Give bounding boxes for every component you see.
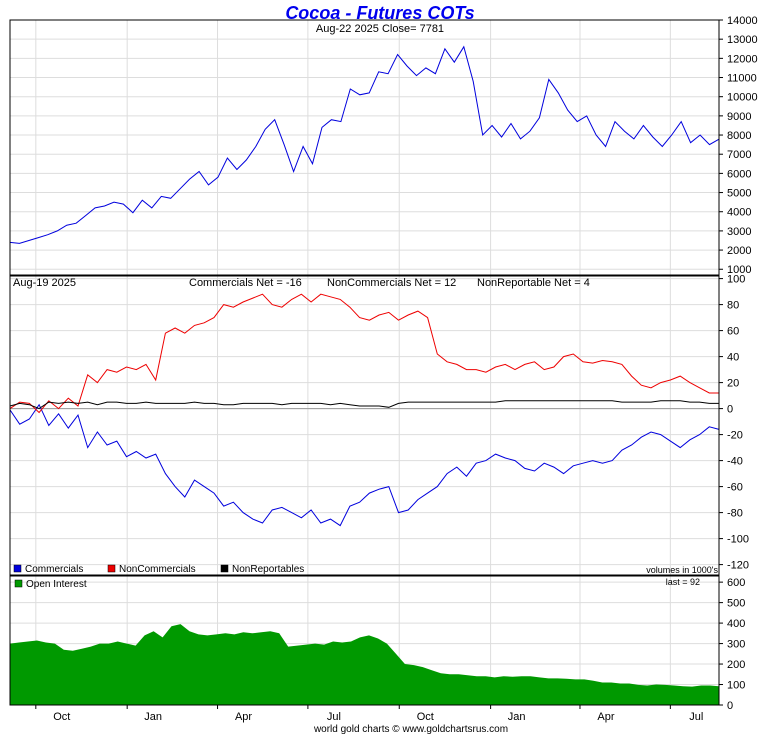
net-y-tick-label: 20 [727, 378, 739, 390]
noncommercials-line [9, 293, 719, 414]
price-panel-frame [9, 19, 720, 276]
net-y-tick-label: 100 [727, 274, 745, 286]
price-line [9, 45, 720, 244]
marks-layer [9, 45, 720, 705]
oi-y-tick-label: 600 [727, 577, 745, 589]
oi-panel-frame [9, 575, 720, 706]
price-y-tick-label: 11000 [727, 73, 757, 85]
x-tick-label: Jan [144, 711, 162, 723]
price-y-tick-label: 3000 [727, 226, 751, 238]
frames-layer [9, 19, 723, 709]
net-y-tick-label: 80 [727, 300, 739, 312]
labels-layer: 1000200030004000500060007000800090001000… [13, 15, 758, 735]
legend-commercials-label: Commercials [25, 564, 83, 575]
legend-noncommercials-label: NonCommercials [119, 564, 196, 575]
x-tick-label: Apr [235, 711, 252, 723]
legend-commercials-swatch [13, 564, 22, 573]
oi-y-tick-label: 200 [727, 659, 745, 671]
footer-credit: world gold charts © www.goldchartsrus.co… [313, 724, 508, 735]
oi-y-tick-label: 500 [727, 598, 745, 610]
net-y-tick-label: 60 [727, 326, 739, 338]
x-tick-label: Oct [53, 711, 70, 723]
net-y-tick-label: -20 [727, 430, 743, 442]
price-y-tick-label: 7000 [727, 149, 751, 161]
price-y-tick-label: 5000 [727, 188, 751, 200]
legend-noncommercials-swatch [107, 564, 116, 573]
net-y-tick-label: -60 [727, 482, 743, 494]
price-y-tick-label: 2000 [727, 245, 751, 257]
x-tick-label: Apr [597, 711, 614, 723]
legend-open-interest-label: Open Interest [26, 579, 87, 590]
price-y-tick-label: 13000 [727, 34, 758, 46]
price-y-tick-label: 10000 [727, 92, 758, 104]
nonreportable-net-label: NonReportable Net = 4 [477, 277, 590, 289]
net-panel-frame [9, 275, 720, 576]
nonreportables-line [9, 400, 719, 410]
chart-title: Cocoa - Futures COTs [285, 3, 475, 23]
net-header-date: Aug-19 2025 [13, 277, 76, 289]
x-tick-label: Jul [689, 711, 703, 723]
net-y-tick-label: -40 [727, 456, 743, 468]
oi-y-tick-label: 300 [727, 639, 745, 651]
legend-nonreportables-label: NonReportables [232, 564, 304, 575]
open-interest-area [10, 624, 719, 705]
price-y-tick-label: 12000 [727, 53, 758, 65]
x-tick-label: Jul [327, 711, 341, 723]
net-y-tick-label: 0 [727, 404, 733, 416]
legend-open-interest-swatch [14, 579, 23, 588]
legend-nonreportables-swatch [220, 564, 229, 573]
price-y-tick-label: 14000 [727, 15, 758, 27]
price-header-label: Aug-22 2025 Close= 7781 [316, 23, 444, 35]
net-y-tick-label: -80 [727, 508, 743, 520]
net-y-tick-label: -120 [727, 560, 749, 572]
price-y-tick-label: 4000 [727, 207, 751, 219]
noncommercials-net-label: NonCommercials Net = 12 [327, 277, 456, 289]
grid-layer [10, 19, 719, 706]
price-y-tick-label: 6000 [727, 168, 751, 180]
oi-y-tick-label: 0 [727, 700, 733, 712]
oi-last-label: last = 92 [666, 577, 700, 587]
price-y-tick-label: 9000 [727, 111, 751, 123]
oi-y-tick-label: 100 [727, 680, 745, 692]
x-tick-label: Jan [508, 711, 526, 723]
commercials-line [9, 403, 720, 527]
net-y-tick-label: 40 [727, 352, 739, 364]
price-y-tick-label: 1000 [727, 264, 751, 276]
net-y-tick-label: -100 [727, 534, 749, 546]
oi-y-tick-label: 400 [727, 618, 745, 630]
oi-units-label: volumes in 1000's [646, 565, 718, 575]
price-y-tick-label: 8000 [727, 130, 751, 142]
x-tick-label: Oct [417, 711, 434, 723]
commercials-net-label: Commercials Net = -16 [189, 277, 302, 289]
